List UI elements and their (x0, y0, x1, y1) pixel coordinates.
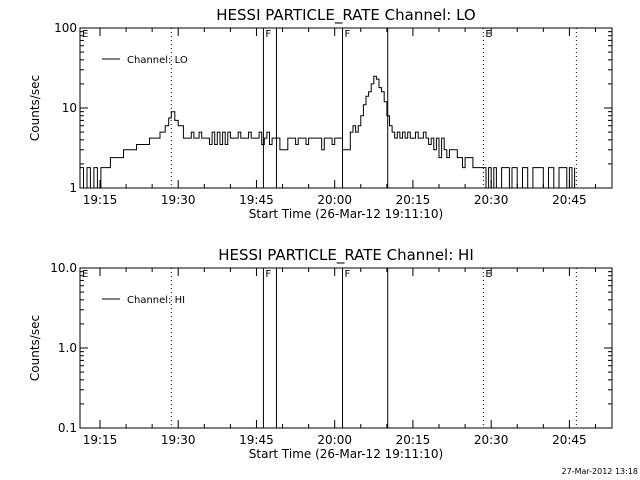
chart-title: HESSI PARTICLE_RATE Channel: HI (218, 246, 474, 265)
marker-label: F (345, 29, 351, 40)
series-line (80, 75, 576, 189)
x-tick-label: 20:00 (317, 433, 352, 447)
plot-frame (79, 267, 613, 429)
y-tick-label: 10.0 (50, 261, 77, 275)
footer-timestamp: 27-Mar-2012 13:18 (562, 467, 639, 476)
x-tick-label: 20:15 (396, 193, 431, 207)
x-axis-label: Start Time (26-Mar-12 19:11:10) (249, 207, 443, 221)
y-tick-label: 10 (62, 101, 77, 115)
marker-label: F (265, 29, 271, 40)
x-tick-label: 19:15 (83, 433, 118, 447)
y-tick-label: 1 (69, 181, 77, 195)
x-tick-label: 19:45 (239, 433, 274, 447)
marker-label: E (82, 269, 88, 280)
chart-panel-1: HESSI PARTICLE_RATE Channel: LO 19:15 19:3… (28, 6, 613, 221)
y-axis-label: Counts/sec (28, 315, 42, 381)
marker-label: E (485, 29, 491, 40)
y-axis-label: Counts/sec (28, 75, 42, 141)
chart-title: HESSI PARTICLE_RATE Channel: LO (216, 6, 475, 25)
marker-label: F (265, 269, 271, 280)
x-tick-label: 19:15 (83, 193, 118, 207)
legend-label: Channel: LO (127, 55, 188, 66)
x-tick-label: 20:30 (474, 193, 509, 207)
x-tick-label: 20:00 (317, 193, 352, 207)
y-tick-label: 1.0 (58, 341, 77, 355)
x-tick-label: 20:15 (396, 433, 431, 447)
marker-label: F (345, 269, 351, 280)
y-tick-label: 100 (54, 21, 77, 35)
x-tick-label: 19:30 (161, 433, 196, 447)
x-axis-label: Start Time (26-Mar-12 19:11:10) (249, 447, 443, 461)
x-tick-label: 20:45 (552, 433, 587, 447)
marker-label: E (485, 269, 491, 280)
x-tick-label: 19:30 (161, 193, 196, 207)
x-tick-label: 19:45 (239, 193, 274, 207)
x-tick-label: 20:45 (552, 193, 587, 207)
chart-panel-2: HESSI PARTICLE_RATE Channel: HI 19:15 19:3… (28, 246, 613, 461)
marker-label: E (82, 29, 88, 40)
y-tick-label: 0.1 (58, 421, 77, 435)
plot-frame (79, 27, 613, 189)
x-tick-label: 20:30 (474, 433, 509, 447)
legend-label: Channel: HI (127, 295, 185, 306)
